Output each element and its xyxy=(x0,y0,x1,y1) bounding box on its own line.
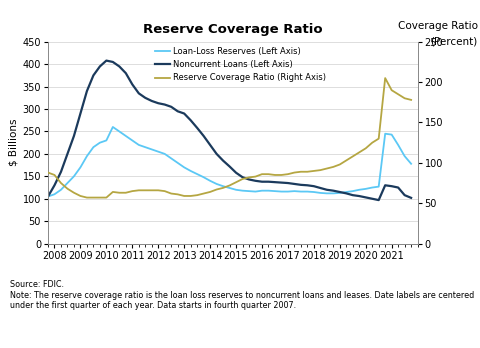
Loan-Loss Reserves (Left Axis) xyxy=(298,189,304,193)
Reserve Coverage Ratio (Right Axis) xyxy=(207,190,213,194)
Noncurrent Loans (Left Axis) xyxy=(58,170,64,174)
Noncurrent Loans (Left Axis) xyxy=(104,58,109,63)
Loan-Loss Reserves (Left Axis) xyxy=(58,188,64,192)
Noncurrent Loans (Left Axis) xyxy=(376,198,382,202)
Noncurrent Loans (Left Axis) xyxy=(45,195,51,199)
Reserve Coverage Ratio (Right Axis) xyxy=(45,171,51,175)
Line: Noncurrent Loans (Left Axis): Noncurrent Loans (Left Axis) xyxy=(48,61,411,200)
Y-axis label: $ Billions: $ Billions xyxy=(8,119,18,166)
Text: (Percent): (Percent) xyxy=(431,37,478,47)
Noncurrent Loans (Left Axis) xyxy=(65,152,71,156)
Noncurrent Loans (Left Axis) xyxy=(304,183,310,187)
Loan-Loss Reserves (Left Axis) xyxy=(207,179,213,183)
Title: Reserve Coverage Ratio: Reserve Coverage Ratio xyxy=(143,23,323,37)
Noncurrent Loans (Left Axis) xyxy=(298,183,304,187)
Legend: Loan-Loss Reserves (Left Axis), Noncurrent Loans (Left Axis), Reserve Coverage R: Loan-Loss Reserves (Left Axis), Noncurre… xyxy=(151,44,329,86)
Loan-Loss Reserves (Left Axis) xyxy=(408,162,414,166)
Text: Coverage Ratio: Coverage Ratio xyxy=(397,21,478,31)
Reserve Coverage Ratio (Right Axis) xyxy=(84,196,90,200)
Reserve Coverage Ratio (Right Axis) xyxy=(149,188,155,192)
Loan-Loss Reserves (Left Axis) xyxy=(110,125,116,129)
Reserve Coverage Ratio (Right Axis) xyxy=(382,76,388,80)
Loan-Loss Reserves (Left Axis) xyxy=(65,181,71,185)
Reserve Coverage Ratio (Right Axis) xyxy=(408,98,414,102)
Noncurrent Loans (Left Axis) xyxy=(207,143,213,147)
Line: Loan-Loss Reserves (Left Axis): Loan-Loss Reserves (Left Axis) xyxy=(48,127,411,197)
Line: Reserve Coverage Ratio (Right Axis): Reserve Coverage Ratio (Right Axis) xyxy=(48,78,411,198)
Reserve Coverage Ratio (Right Axis) xyxy=(298,170,304,174)
Reserve Coverage Ratio (Right Axis) xyxy=(58,181,64,185)
Reserve Coverage Ratio (Right Axis) xyxy=(65,187,71,191)
Reserve Coverage Ratio (Right Axis) xyxy=(304,170,310,174)
Loan-Loss Reserves (Left Axis) xyxy=(304,189,310,193)
Noncurrent Loans (Left Axis) xyxy=(408,196,414,200)
Text: Source: FDIC.
Note: The reserve coverage ratio is the loan loss reserves to nonc: Source: FDIC. Note: The reserve coverage… xyxy=(10,280,474,310)
Loan-Loss Reserves (Left Axis) xyxy=(149,147,155,151)
Noncurrent Loans (Left Axis) xyxy=(149,99,155,103)
Loan-Loss Reserves (Left Axis) xyxy=(45,195,51,199)
